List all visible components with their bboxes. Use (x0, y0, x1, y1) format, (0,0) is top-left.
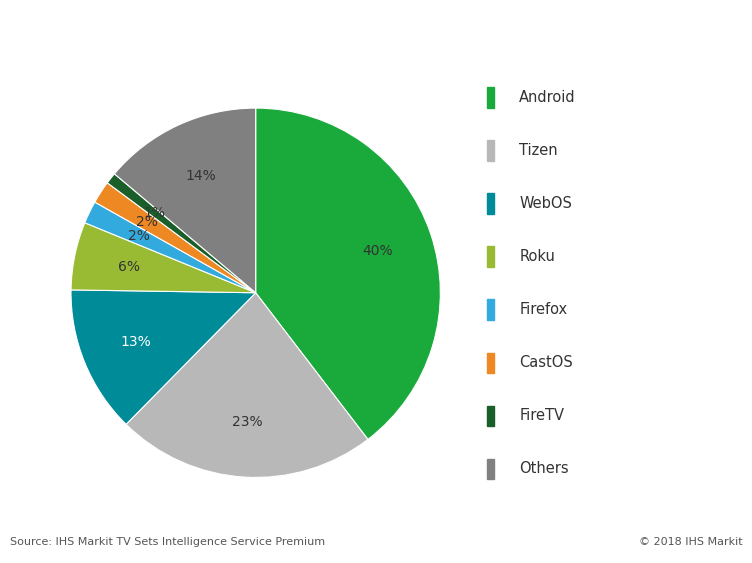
Text: © 2018 IHS Markit: © 2018 IHS Markit (638, 537, 742, 547)
Text: 2%: 2% (136, 216, 158, 229)
Text: Source: IHS Markit TV Sets Intelligence Service Premium: Source: IHS Markit TV Sets Intelligence … (10, 537, 325, 547)
Wedge shape (114, 108, 256, 293)
Bar (487, 459, 495, 479)
Text: 2%: 2% (129, 229, 150, 243)
Bar (487, 352, 495, 373)
Text: WebOS: WebOS (519, 196, 572, 211)
Text: 2018 Smart TV Operating System Share: 2018 Smart TV Operating System Share (10, 21, 479, 41)
Wedge shape (71, 223, 256, 293)
Text: 14%: 14% (186, 168, 217, 182)
Bar (487, 405, 495, 426)
Wedge shape (108, 174, 256, 293)
Bar (487, 140, 495, 161)
Text: Tizen: Tizen (519, 143, 558, 158)
Text: Android: Android (519, 90, 576, 105)
Text: CastOS: CastOS (519, 355, 573, 370)
Wedge shape (256, 108, 441, 439)
Bar (487, 193, 495, 214)
Text: FireTV: FireTV (519, 408, 564, 423)
Bar (487, 247, 495, 267)
Text: 6%: 6% (118, 260, 140, 274)
Text: Roku: Roku (519, 249, 555, 264)
Text: Others: Others (519, 462, 569, 476)
Text: 13%: 13% (120, 335, 151, 348)
Wedge shape (85, 202, 256, 293)
Wedge shape (71, 290, 256, 425)
Bar (487, 87, 495, 108)
Text: 1%: 1% (144, 205, 165, 220)
Wedge shape (126, 293, 368, 477)
Bar (487, 300, 495, 320)
Text: Firefox: Firefox (519, 302, 567, 317)
Text: 40%: 40% (362, 244, 393, 258)
Wedge shape (95, 183, 256, 293)
Text: 23%: 23% (232, 415, 263, 429)
